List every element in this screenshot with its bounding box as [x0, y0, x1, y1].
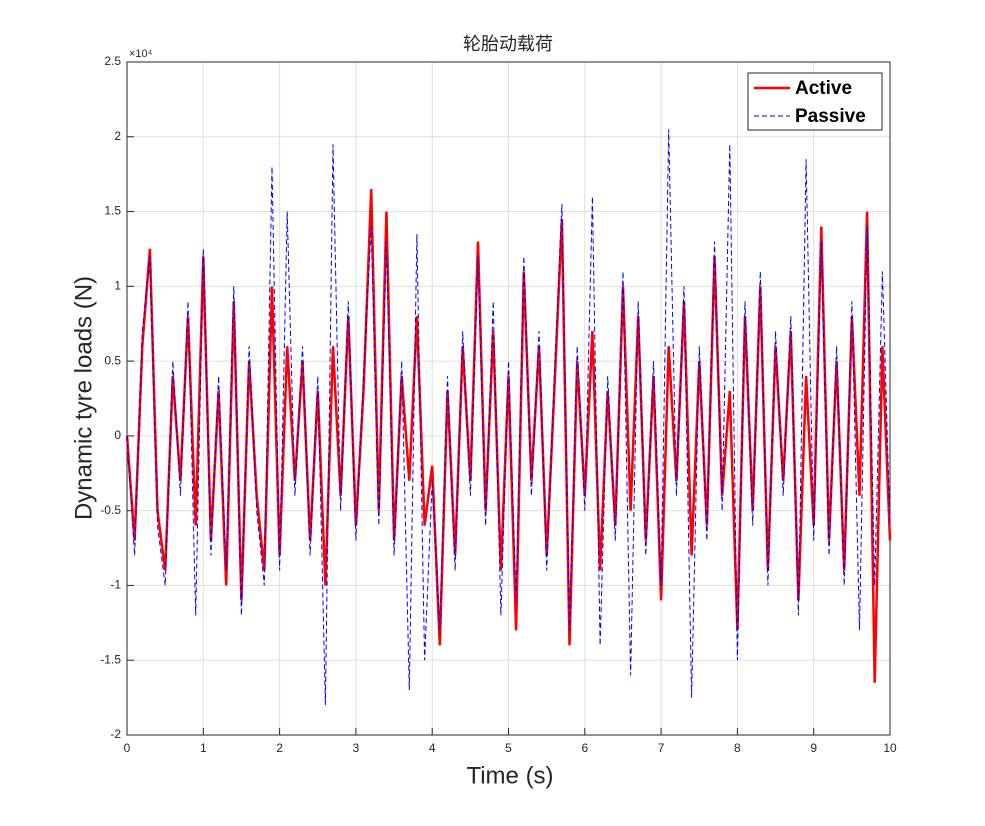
legend-box — [747, 72, 883, 131]
chart-title: 轮胎动载荷 — [463, 34, 553, 54]
x-tick-label: 2 — [276, 741, 283, 755]
line-series — [126, 129, 891, 706]
x-axis-label: Time (s) — [466, 762, 553, 789]
x-tick-label: 8 — [734, 741, 741, 755]
y-exponent: ×10⁴ — [129, 48, 153, 60]
x-tick-label: 6 — [581, 741, 588, 755]
x-tick-label: 4 — [429, 741, 436, 755]
y-axis-label: Dynamic tyre loads (N) — [70, 276, 97, 520]
plot-frame — [126, 61, 891, 736]
y-tick-label: 0.5 — [104, 353, 121, 367]
x-tick-label: 5 — [505, 741, 512, 755]
y-tick-label: -2 — [110, 727, 121, 741]
x-tick-label: 0 — [124, 741, 131, 755]
x-tick-label: 3 — [353, 741, 360, 755]
legend-label: Active — [795, 78, 852, 99]
y-tick-label: 1.5 — [104, 204, 121, 218]
y-tick-label: -1 — [110, 578, 121, 592]
x-tick-label: 1 — [200, 741, 207, 755]
y-tick-label: -0.5 — [100, 503, 121, 517]
x-tick-label: 7 — [658, 741, 665, 755]
y-tick-label: -1.5 — [100, 652, 121, 666]
x-tick-label: 10 — [883, 741, 897, 755]
y-tick-label: 0 — [114, 428, 121, 442]
y-tick-label: 2 — [114, 129, 121, 143]
y-tick-label: 2.5 — [104, 54, 121, 68]
x-tick-label: 9 — [810, 741, 817, 755]
y-tick-label: 1 — [114, 279, 121, 293]
legend-label: Passive — [795, 106, 866, 127]
